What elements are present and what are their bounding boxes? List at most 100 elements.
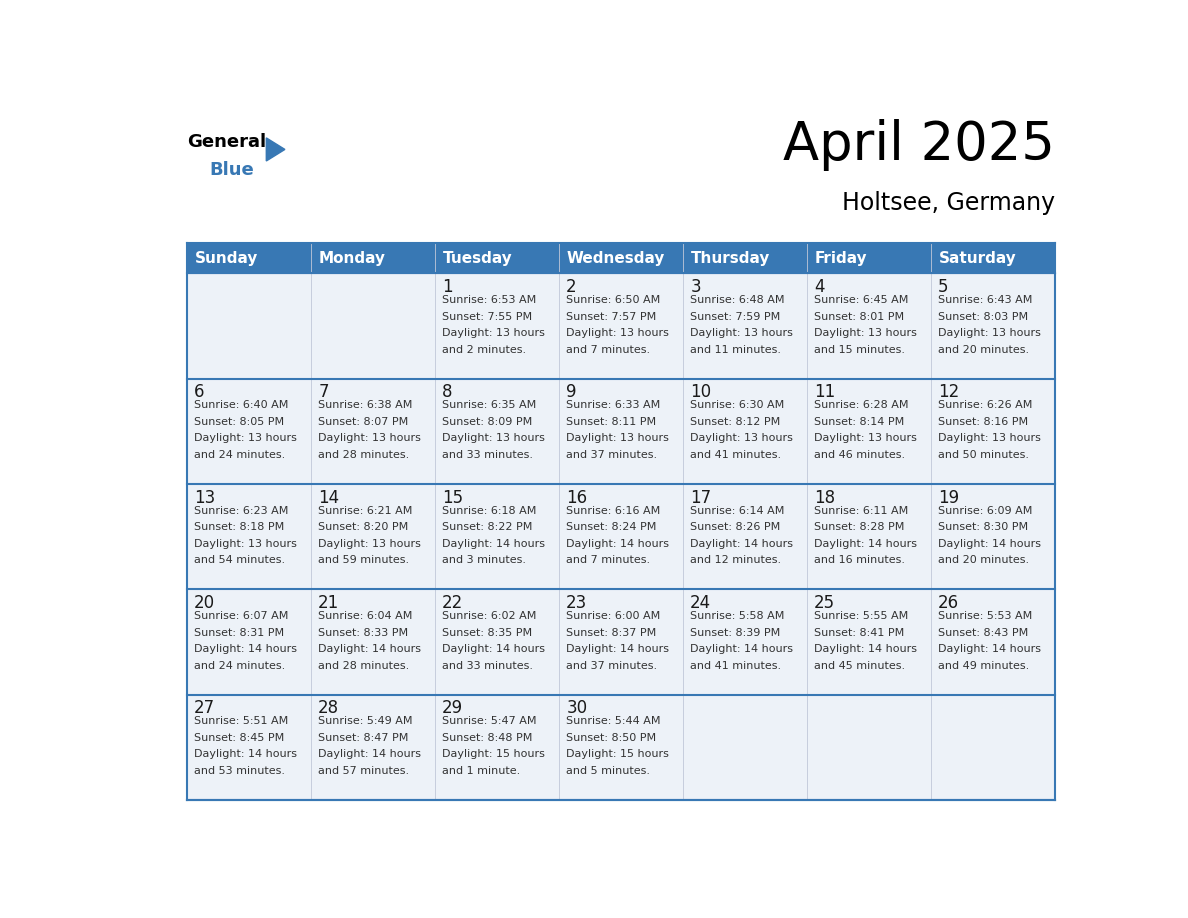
Text: Sunset: 8:28 PM: Sunset: 8:28 PM (814, 522, 904, 532)
Text: 20: 20 (194, 594, 215, 612)
Text: Daylight: 13 hours: Daylight: 13 hours (318, 433, 421, 443)
Bar (311, 484, 435, 589)
Text: and 2 minutes.: and 2 minutes. (442, 344, 526, 354)
Text: Sunrise: 6:45 AM: Sunrise: 6:45 AM (814, 295, 909, 305)
Text: Sunset: 8:26 PM: Sunset: 8:26 PM (690, 522, 781, 532)
Text: 15: 15 (442, 488, 463, 507)
Text: Sunset: 8:07 PM: Sunset: 8:07 PM (318, 417, 409, 427)
Text: Sunrise: 6:07 AM: Sunrise: 6:07 AM (194, 611, 289, 621)
Text: Daylight: 14 hours: Daylight: 14 hours (567, 644, 669, 655)
Text: and 49 minutes.: and 49 minutes. (939, 661, 1030, 671)
Bar (808, 695, 931, 800)
Text: and 11 minutes.: and 11 minutes. (690, 344, 782, 354)
Text: 29: 29 (442, 700, 463, 717)
Text: and 50 minutes.: and 50 minutes. (939, 450, 1029, 460)
Text: 24: 24 (690, 594, 712, 612)
Text: Daylight: 13 hours: Daylight: 13 hours (567, 433, 669, 443)
Text: Sunset: 8:22 PM: Sunset: 8:22 PM (442, 522, 532, 532)
Text: and 3 minutes.: and 3 minutes. (442, 555, 526, 565)
Text: and 7 minutes.: and 7 minutes. (567, 344, 650, 354)
Text: Sunrise: 5:55 AM: Sunrise: 5:55 AM (814, 611, 909, 621)
Text: Sunrise: 6:04 AM: Sunrise: 6:04 AM (318, 611, 412, 621)
Text: April 2025: April 2025 (783, 119, 1055, 172)
Text: Sunrise: 6:23 AM: Sunrise: 6:23 AM (194, 506, 289, 516)
Bar (683, 695, 808, 800)
Bar (435, 379, 560, 484)
Bar (435, 274, 560, 379)
Text: 11: 11 (814, 384, 835, 401)
Text: 10: 10 (690, 384, 712, 401)
Text: Sunset: 8:33 PM: Sunset: 8:33 PM (318, 628, 409, 637)
Text: 30: 30 (567, 700, 587, 717)
Text: Daylight: 14 hours: Daylight: 14 hours (194, 644, 297, 655)
Text: and 33 minutes.: and 33 minutes. (442, 661, 533, 671)
Text: Daylight: 13 hours: Daylight: 13 hours (814, 328, 917, 338)
Text: Sunrise: 5:44 AM: Sunrise: 5:44 AM (567, 716, 661, 726)
Text: Sunrise: 6:26 AM: Sunrise: 6:26 AM (939, 400, 1032, 410)
Bar (311, 589, 435, 695)
Bar (188, 589, 311, 695)
Text: Daylight: 14 hours: Daylight: 14 hours (442, 539, 545, 549)
Text: Sunrise: 6:53 AM: Sunrise: 6:53 AM (442, 295, 537, 305)
Text: and 57 minutes.: and 57 minutes. (318, 766, 410, 776)
Bar (931, 274, 1055, 379)
Text: Sunrise: 6:43 AM: Sunrise: 6:43 AM (939, 295, 1032, 305)
Text: Daylight: 14 hours: Daylight: 14 hours (939, 644, 1041, 655)
Text: Sunset: 8:48 PM: Sunset: 8:48 PM (442, 733, 532, 743)
Bar (683, 484, 808, 589)
Bar (435, 589, 560, 695)
Text: 3: 3 (690, 278, 701, 296)
Text: Sunset: 7:57 PM: Sunset: 7:57 PM (567, 311, 657, 321)
Text: Daylight: 13 hours: Daylight: 13 hours (194, 433, 297, 443)
Text: and 46 minutes.: and 46 minutes. (814, 450, 905, 460)
Text: Daylight: 13 hours: Daylight: 13 hours (939, 328, 1041, 338)
Text: 1: 1 (442, 278, 453, 296)
Text: Daylight: 13 hours: Daylight: 13 hours (194, 539, 297, 549)
Text: Daylight: 14 hours: Daylight: 14 hours (567, 539, 669, 549)
Bar (808, 484, 931, 589)
Text: Sunset: 8:03 PM: Sunset: 8:03 PM (939, 311, 1029, 321)
Polygon shape (266, 138, 285, 161)
Text: Sunrise: 6:35 AM: Sunrise: 6:35 AM (442, 400, 537, 410)
Text: and 41 minutes.: and 41 minutes. (690, 450, 782, 460)
Text: Thursday: Thursday (691, 251, 770, 265)
Text: 8: 8 (442, 384, 453, 401)
Bar (311, 695, 435, 800)
Text: and 16 minutes.: and 16 minutes. (814, 555, 905, 565)
Bar (808, 274, 931, 379)
Bar (931, 484, 1055, 589)
Text: Daylight: 13 hours: Daylight: 13 hours (567, 328, 669, 338)
Text: and 12 minutes.: and 12 minutes. (690, 555, 782, 565)
Text: Sunrise: 6:02 AM: Sunrise: 6:02 AM (442, 611, 537, 621)
Text: Sunset: 8:37 PM: Sunset: 8:37 PM (567, 628, 657, 637)
Text: and 45 minutes.: and 45 minutes. (814, 661, 905, 671)
Bar (435, 484, 560, 589)
Text: 25: 25 (814, 594, 835, 612)
Text: Sunday: Sunday (195, 251, 258, 265)
Text: Sunset: 8:14 PM: Sunset: 8:14 PM (814, 417, 904, 427)
Text: Daylight: 13 hours: Daylight: 13 hours (690, 433, 794, 443)
Bar (188, 379, 311, 484)
Text: Sunset: 7:59 PM: Sunset: 7:59 PM (690, 311, 781, 321)
Text: 28: 28 (318, 700, 340, 717)
Text: Sunset: 8:43 PM: Sunset: 8:43 PM (939, 628, 1029, 637)
Text: Sunrise: 5:51 AM: Sunrise: 5:51 AM (194, 716, 289, 726)
Text: and 53 minutes.: and 53 minutes. (194, 766, 285, 776)
Text: Daylight: 13 hours: Daylight: 13 hours (442, 433, 545, 443)
Text: Blue: Blue (209, 161, 254, 179)
Text: and 20 minutes.: and 20 minutes. (939, 555, 1029, 565)
Bar (188, 695, 311, 800)
Text: Sunset: 8:31 PM: Sunset: 8:31 PM (194, 628, 284, 637)
Bar (683, 274, 808, 379)
Text: Sunset: 8:39 PM: Sunset: 8:39 PM (690, 628, 781, 637)
Text: Sunset: 8:30 PM: Sunset: 8:30 PM (939, 522, 1029, 532)
Text: Sunrise: 6:00 AM: Sunrise: 6:00 AM (567, 611, 661, 621)
Text: Daylight: 15 hours: Daylight: 15 hours (567, 749, 669, 759)
Text: Daylight: 14 hours: Daylight: 14 hours (690, 644, 794, 655)
Text: and 59 minutes.: and 59 minutes. (318, 555, 410, 565)
Text: Holtsee, Germany: Holtsee, Germany (842, 191, 1055, 215)
Text: Sunrise: 6:21 AM: Sunrise: 6:21 AM (318, 506, 412, 516)
Text: 2: 2 (567, 278, 577, 296)
Text: Sunrise: 5:53 AM: Sunrise: 5:53 AM (939, 611, 1032, 621)
Text: and 33 minutes.: and 33 minutes. (442, 450, 533, 460)
